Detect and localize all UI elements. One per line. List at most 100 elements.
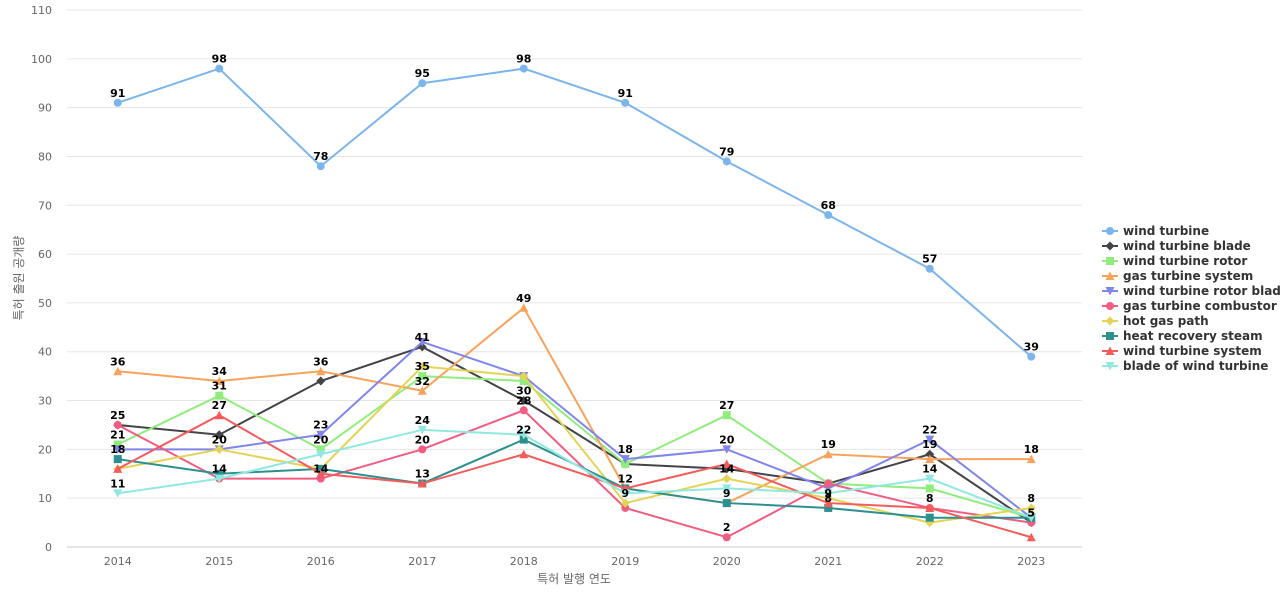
legend-item[interactable]: wind turbine system [1102, 344, 1262, 358]
data-point [215, 469, 224, 478]
legend-item[interactable]: wind turbine rotor blade [1102, 284, 1280, 298]
data-label: 98 [212, 53, 227, 66]
data-point [824, 503, 833, 512]
legend-item[interactable]: gas turbine combustor [1102, 299, 1277, 313]
x-tick-label: 2018 [510, 555, 538, 568]
data-point [1026, 454, 1036, 464]
legend-item[interactable]: wind turbine [1102, 224, 1209, 238]
legend-label: wind turbine blade [1123, 239, 1251, 253]
data-point [519, 430, 529, 440]
x-tick-label: 2022 [916, 555, 944, 568]
data-point [722, 499, 731, 508]
series-hot-gas-path [113, 361, 1036, 528]
data-point [722, 474, 732, 484]
y-tick-label: 40 [38, 346, 52, 359]
y-tick-label: 80 [38, 150, 52, 163]
data-label: 27 [719, 399, 734, 412]
data-point [316, 450, 326, 459]
data-point [316, 469, 326, 478]
legend-label: hot gas path [1123, 314, 1209, 328]
series-blade-of-wind-turbine [113, 425, 1036, 523]
x-axis-ticks: 2014 2015 2016 2017 2018 2019 2020 2021 2022 2023 [104, 555, 1046, 568]
legend-marker [1105, 287, 1115, 296]
data-point [113, 489, 123, 498]
data-label: 95 [415, 67, 430, 80]
legend-label: blade of wind turbine [1123, 359, 1268, 373]
data-label: 24 [415, 414, 431, 427]
data-point [113, 420, 122, 429]
data-label: 34 [212, 365, 228, 378]
data-point [925, 454, 935, 464]
legend-item[interactable]: blade of wind turbine [1102, 359, 1268, 373]
data-point [519, 449, 529, 459]
data-label: 91 [110, 87, 125, 100]
data-point [1027, 352, 1036, 361]
data-label: 14 [313, 463, 329, 476]
data-label: 41 [415, 331, 430, 344]
legend-item[interactable]: heat recovery steam [1102, 329, 1263, 343]
data-point [113, 98, 122, 107]
data-label: 8 [1027, 492, 1035, 505]
data-point [113, 464, 123, 473]
data-point [620, 489, 630, 498]
data-point [417, 425, 427, 435]
y-tick-label: 60 [38, 248, 52, 261]
data-point [1026, 513, 1036, 523]
data-label: 39 [1024, 341, 1039, 354]
data-point [316, 445, 325, 454]
data-label: 79 [719, 145, 734, 158]
legend-label: heat recovery steam [1123, 329, 1263, 343]
data-point [214, 430, 224, 440]
data-labels: 9198789598917968573925413019521312035273… [110, 53, 1039, 535]
legend-marker [1106, 227, 1114, 235]
data-label: 20 [415, 433, 431, 446]
data-label: 28 [516, 394, 531, 407]
data-label: 5 [1027, 507, 1035, 520]
series-line [117, 414, 1032, 539]
series-wind-turbine-system [113, 410, 1036, 542]
legend-marker [1105, 271, 1115, 280]
data-point [925, 484, 934, 493]
legend-marker [1106, 257, 1114, 265]
data-label: 31 [212, 380, 227, 393]
data-point [316, 464, 325, 473]
y-axis-ticks: 0 10 20 30 40 50 60 70 80 90 100 110 [31, 4, 52, 554]
series-line [117, 67, 1032, 358]
data-point [621, 98, 630, 107]
data-label: 23 [313, 419, 328, 432]
data-label: 9 [824, 487, 832, 500]
legend-item[interactable]: wind turbine rotor [1102, 254, 1247, 268]
data-label: 8 [824, 492, 832, 505]
data-point [215, 391, 224, 400]
series-line [117, 340, 1032, 519]
data-label: 20 [212, 433, 228, 446]
legend-item[interactable]: hot gas path [1102, 314, 1209, 328]
legend-marker [1105, 362, 1115, 371]
data-point [113, 445, 123, 454]
series-line [117, 428, 1032, 519]
data-point [823, 449, 833, 459]
legend-label: gas turbine system [1123, 269, 1253, 283]
data-point [722, 411, 731, 420]
series-line [117, 306, 1032, 505]
y-tick-label: 70 [38, 199, 52, 212]
data-label: 78 [313, 150, 328, 163]
x-tick-label: 2023 [1017, 555, 1045, 568]
data-point [214, 444, 224, 454]
data-point [621, 503, 630, 512]
data-point [417, 337, 427, 347]
y-tick-label: 90 [38, 102, 52, 115]
legend-item[interactable]: wind turbine blade [1102, 239, 1251, 253]
data-label: 30 [516, 385, 532, 398]
legend-label: wind turbine rotor [1123, 254, 1247, 268]
data-label: 20 [313, 433, 329, 446]
y-tick-label: 50 [38, 297, 52, 310]
series-line [117, 409, 1032, 539]
series-wind-turbine [113, 64, 1036, 361]
legend-item[interactable]: gas turbine system [1102, 269, 1253, 283]
data-point [823, 493, 833, 503]
data-point [620, 498, 630, 508]
data-label: 57 [922, 253, 937, 266]
